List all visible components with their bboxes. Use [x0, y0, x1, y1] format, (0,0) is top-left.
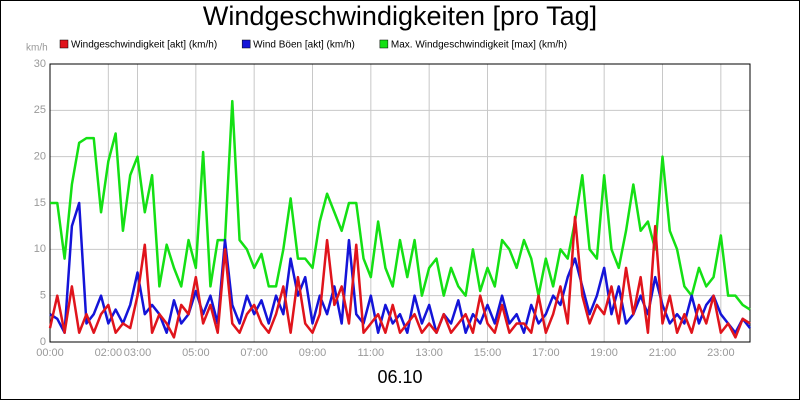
x-tick-label: 00:00 — [36, 347, 64, 359]
y-unit: km/h — [26, 43, 48, 54]
legend-label: Max. Windgeschwindigkeit [max] (km/h) — [391, 40, 567, 51]
x-tick-label: 07:00 — [240, 347, 268, 359]
y-tick-label: 20 — [34, 151, 46, 163]
legend-swatch — [241, 39, 251, 49]
x-axis-label: 06.10 — [377, 367, 422, 387]
legend-swatch — [59, 39, 69, 49]
legend-label: Wind Böen [akt] (km/h) — [253, 40, 355, 51]
x-tick-label: 17:00 — [532, 347, 560, 359]
legend-swatch — [379, 39, 389, 49]
chart-title: Windgeschwindigkeiten [pro Tag] — [203, 1, 597, 31]
x-tick-label: 09:00 — [299, 347, 327, 359]
x-tick-label: 03:00 — [124, 347, 152, 359]
legend-label: Windgeschwindigkeit [akt] (km/h) — [71, 40, 217, 51]
series-line — [50, 99, 751, 311]
x-tick-label: 21:00 — [649, 347, 677, 359]
series-line — [48, 215, 751, 339]
y-tick-label: 10 — [34, 243, 46, 255]
x-tick-label: 15:00 — [474, 347, 502, 359]
y-tick-label: 15 — [34, 197, 46, 209]
x-tick-label: 11:00 — [357, 347, 384, 359]
x-tick-label: 23:00 — [707, 347, 735, 359]
y-tick-label: 30 — [34, 58, 46, 70]
x-tick-label: 19:00 — [590, 347, 618, 359]
y-tick-label: 25 — [34, 104, 46, 116]
x-tick-label: 05:00 — [182, 347, 210, 359]
y-tick-label: 0 — [40, 336, 46, 348]
x-tick-label: 02:00 — [95, 347, 123, 359]
y-tick-label: 5 — [40, 290, 46, 302]
x-tick-label: 13:00 — [415, 347, 443, 359]
